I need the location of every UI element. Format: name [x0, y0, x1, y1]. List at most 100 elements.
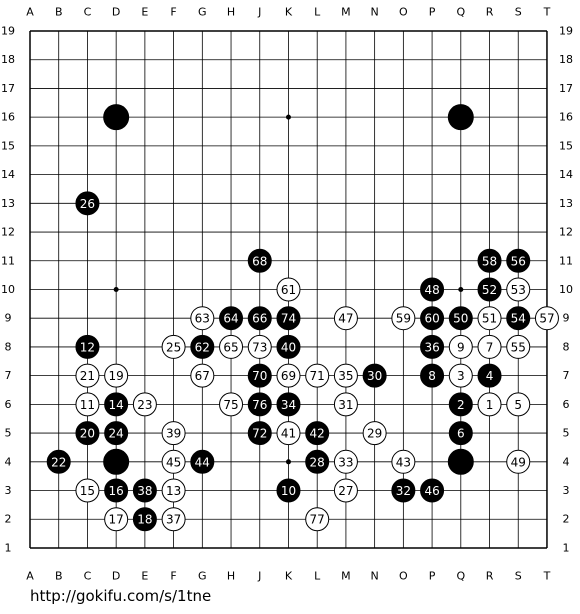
- move-number: 58: [482, 254, 497, 268]
- star-point: [285, 114, 291, 120]
- move-number: 72: [252, 427, 267, 441]
- stone: [448, 363, 473, 388]
- stone: [333, 478, 358, 503]
- column-label: L: [314, 570, 321, 583]
- stone: [247, 363, 272, 388]
- move-number: 66: [252, 312, 267, 326]
- stone: [477, 363, 502, 388]
- stone: [75, 392, 100, 417]
- move-number: 77: [310, 513, 325, 527]
- stone: [75, 421, 100, 446]
- stone: [161, 449, 186, 474]
- move-number: 19: [109, 369, 124, 383]
- column-label: O: [399, 6, 408, 19]
- stone: [104, 392, 129, 417]
- stone: [247, 392, 272, 417]
- stone: [104, 507, 129, 532]
- move-number: 34: [281, 398, 296, 412]
- move-number: 75: [223, 398, 238, 412]
- stone: [276, 363, 301, 388]
- move-number: 64: [223, 312, 238, 326]
- stone: [132, 392, 157, 417]
- column-label: H: [227, 6, 235, 19]
- move-number: 35: [338, 369, 353, 383]
- column-label: M: [341, 6, 351, 19]
- move-number: 68: [252, 254, 267, 268]
- move-number: 24: [109, 427, 124, 441]
- column-label: Q: [456, 570, 465, 583]
- column-label: T: [543, 570, 551, 583]
- stone: [247, 421, 272, 446]
- column-label: J: [257, 6, 261, 19]
- stone: [477, 277, 502, 302]
- column-label: L: [314, 6, 321, 19]
- row-label: 11: [1, 254, 15, 267]
- move-number: 54: [511, 312, 526, 326]
- stone: [447, 104, 474, 131]
- column-label: H: [227, 570, 235, 583]
- stone: [506, 449, 531, 474]
- column-label: O: [399, 570, 408, 583]
- stone: [190, 306, 215, 331]
- row-label: 4: [563, 455, 570, 468]
- move-number: 67: [195, 369, 210, 383]
- move-number: 52: [482, 283, 497, 297]
- stone: [305, 421, 330, 446]
- stone: [247, 306, 272, 331]
- row-label: 12: [1, 226, 15, 239]
- stone: [305, 363, 330, 388]
- move-number: 8: [428, 369, 436, 383]
- move-number: 65: [223, 340, 238, 354]
- stone: [448, 334, 473, 359]
- stone: [132, 507, 157, 532]
- move-number: 27: [338, 484, 353, 498]
- move-number: 43: [396, 455, 411, 469]
- stone: [447, 448, 474, 475]
- row-label: 18: [1, 53, 15, 66]
- move-number: 51: [482, 312, 497, 326]
- move-number: 42: [310, 427, 325, 441]
- move-number: 38: [137, 484, 152, 498]
- move-number: 14: [109, 398, 124, 412]
- column-label: R: [486, 6, 494, 19]
- move-number: 63: [195, 312, 210, 326]
- row-label: 16: [1, 111, 15, 124]
- move-number: 13: [166, 484, 181, 498]
- stone: [75, 334, 100, 359]
- stone: [103, 448, 130, 475]
- row-label: 10: [559, 283, 573, 296]
- stone: [506, 306, 531, 331]
- column-label: N: [371, 570, 379, 583]
- stone: [534, 306, 559, 331]
- row-label: 7: [563, 369, 570, 382]
- move-number: 50: [453, 312, 468, 326]
- stone: [276, 277, 301, 302]
- star-point: [285, 459, 291, 465]
- row-label: 8: [563, 340, 570, 353]
- stone: [420, 363, 445, 388]
- column-label: T: [543, 6, 551, 19]
- move-number: 76: [252, 398, 267, 412]
- row-label: 9: [5, 312, 12, 325]
- stone: [276, 334, 301, 359]
- move-number: 37: [166, 513, 181, 527]
- move-number: 46: [424, 484, 439, 498]
- move-number: 31: [338, 398, 353, 412]
- move-number: 59: [396, 312, 411, 326]
- row-label: 3: [563, 484, 570, 497]
- move-number: 33: [338, 455, 353, 469]
- move-number: 73: [252, 340, 267, 354]
- move-number: 48: [424, 283, 439, 297]
- stone: [333, 306, 358, 331]
- row-label: 3: [5, 484, 12, 497]
- row-label: 19: [1, 25, 15, 38]
- column-label: J: [257, 570, 261, 583]
- row-label: 6: [5, 398, 12, 411]
- column-label: N: [371, 6, 379, 19]
- column-label: G: [198, 570, 207, 583]
- stone: [333, 363, 358, 388]
- stone: [219, 306, 244, 331]
- row-label: 4: [5, 455, 12, 468]
- move-number: 26: [80, 197, 95, 211]
- star-point: [113, 286, 119, 292]
